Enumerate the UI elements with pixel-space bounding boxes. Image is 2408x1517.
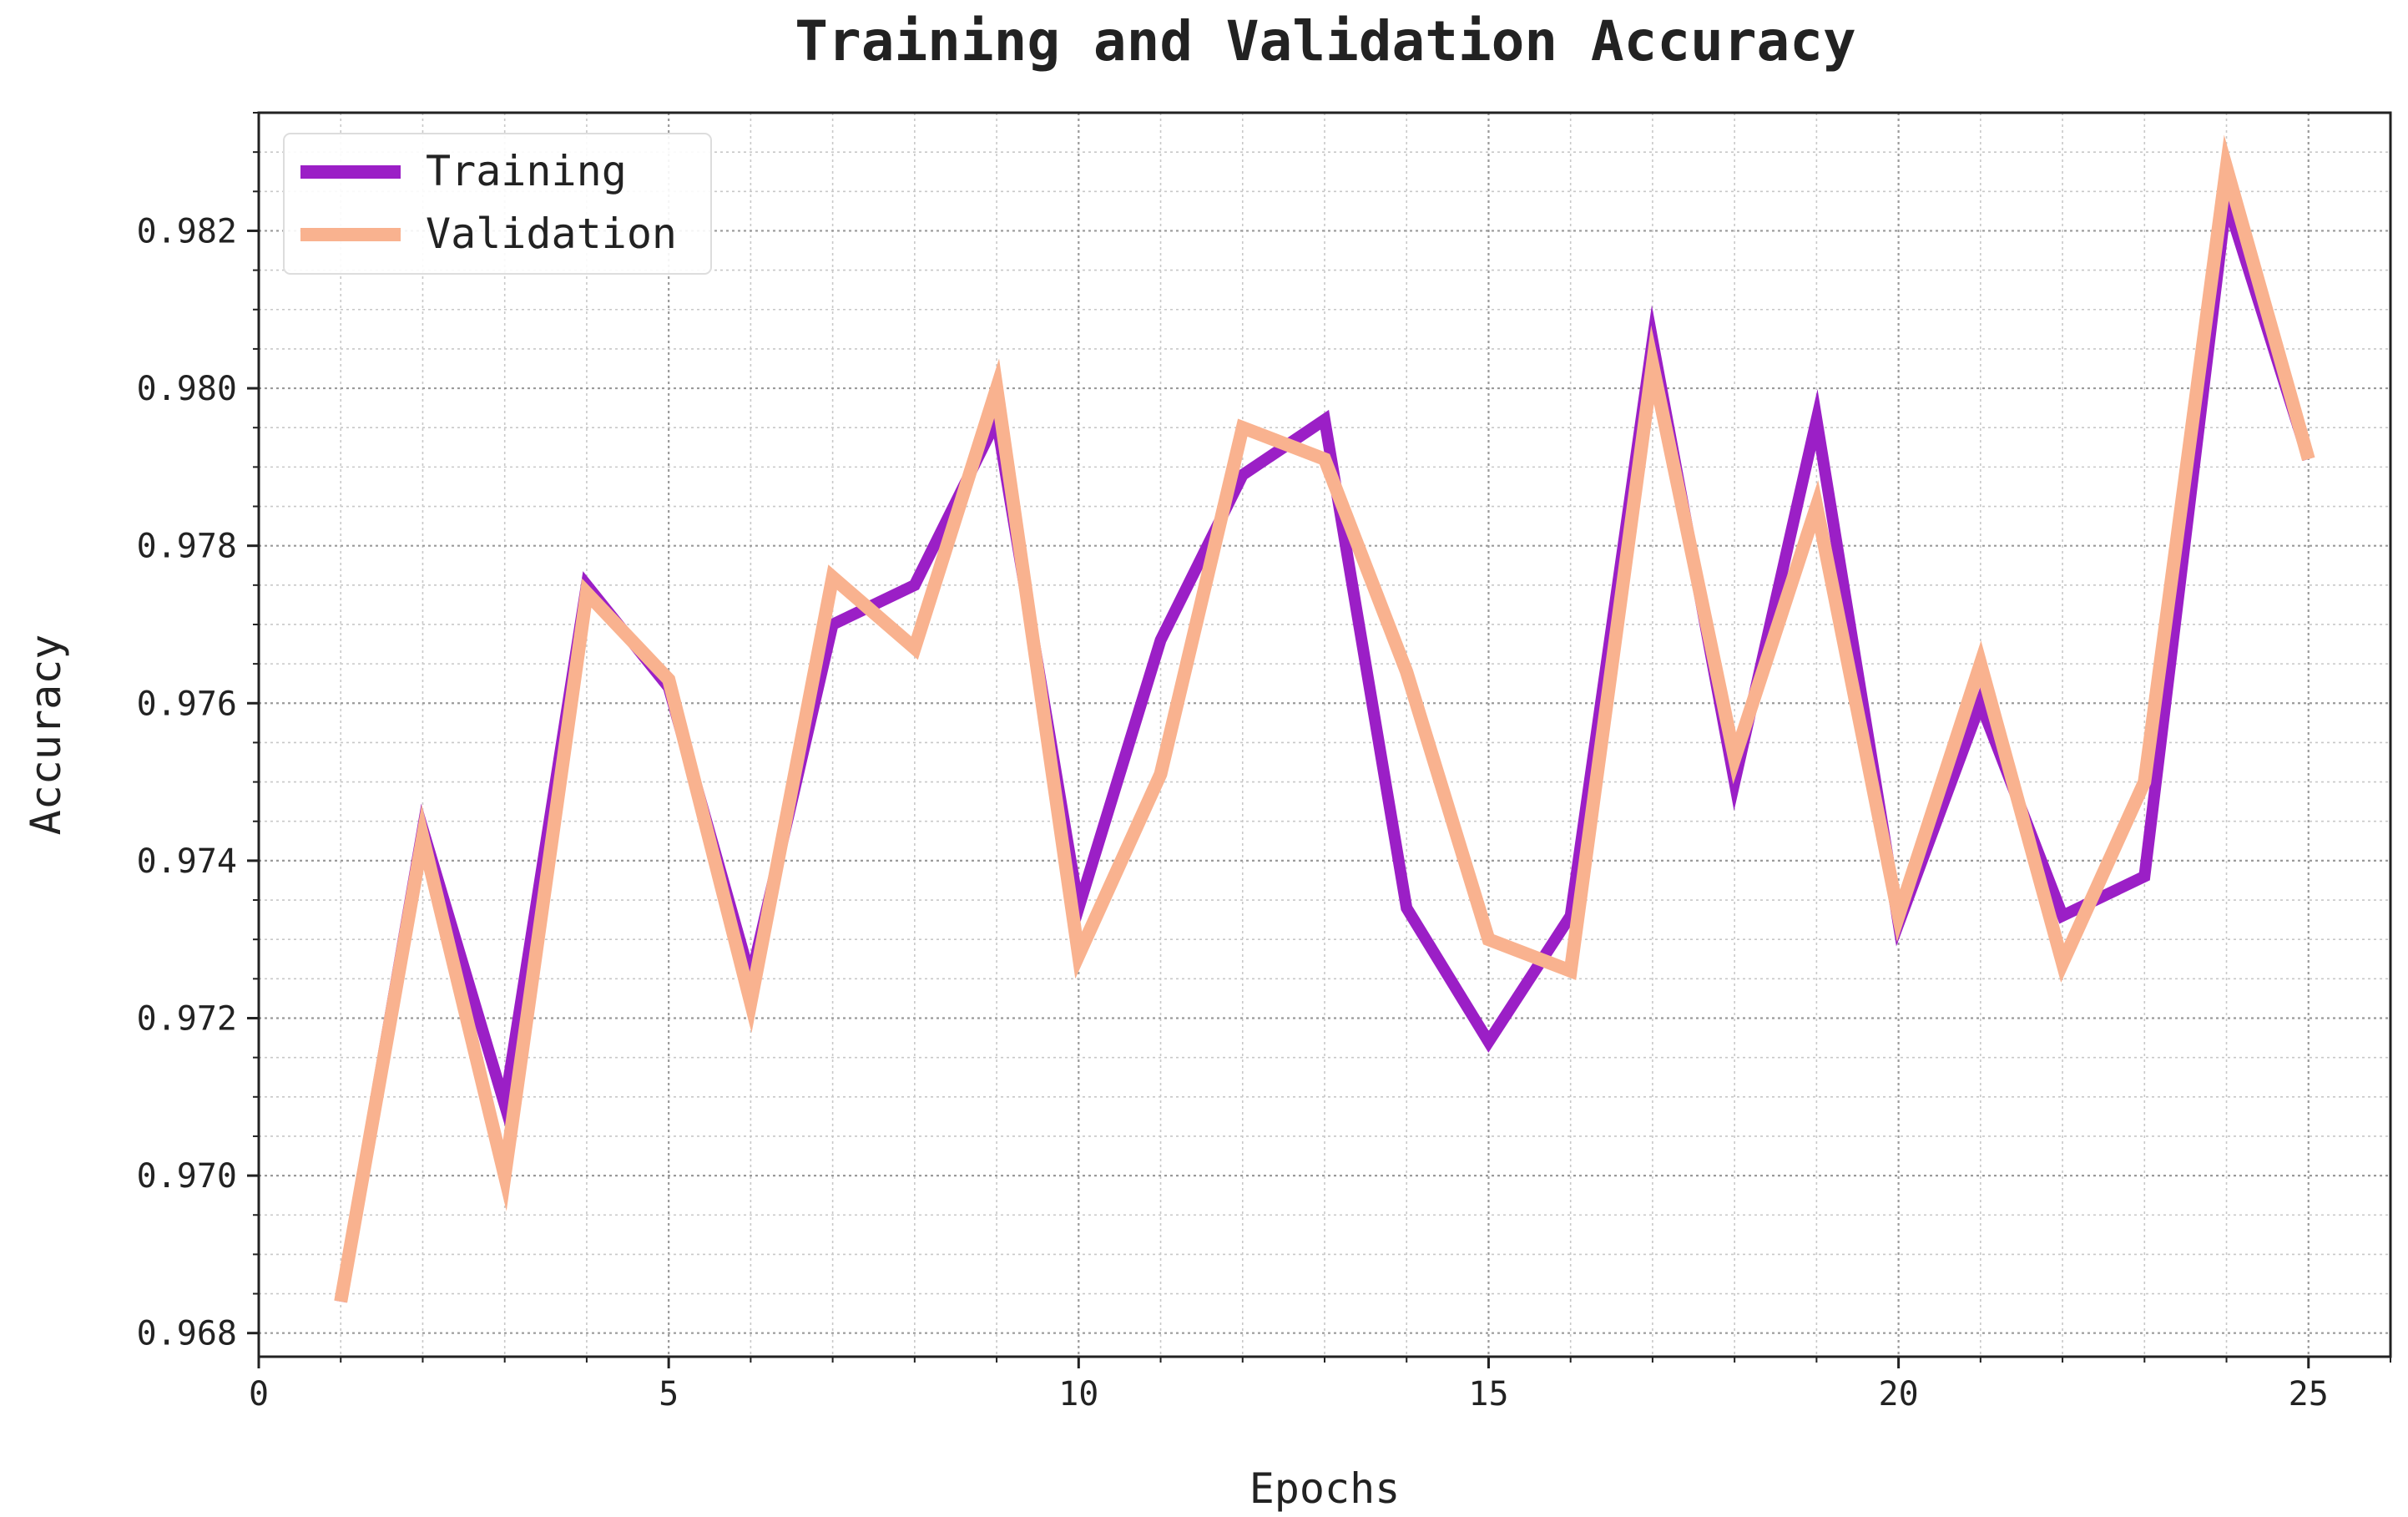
ticks-layer: 0 5 10 15 20 25 0.968 0.970 0.972 0.974 0.976 0.978… [137,112,2391,1413]
data-point-validation [1570,970,1572,972]
series-line-validation [334,134,2315,1303]
data-point-validation [422,837,423,838]
legend-validation-label: Validation [426,210,677,258]
data-point-validation [1078,954,1079,956]
data-point-validation [1652,364,1653,366]
data-point-validation [2226,167,2228,169]
y-tick-label: 0.974 [137,842,237,881]
x-tick-label: 15 [1468,1375,1508,1413]
data-point-validation [1487,938,1489,940]
legend: Training Validation [283,133,712,275]
data-point-validation [2062,962,2063,963]
series-layer [334,134,2315,1303]
y-tick-label: 0.972 [137,999,237,1038]
data-point-validation [832,576,834,578]
data-point-validation [1406,671,1407,673]
data-point-training [2062,915,2063,917]
data-point-validation [1980,663,1981,665]
data-point-validation [1160,773,1162,775]
y-tick-label: 0.968 [137,1315,237,1353]
data-point-validation [996,387,997,389]
y-tick-label: 0.980 [137,370,237,408]
data-point-validation [340,1301,341,1302]
x-tick-label: 20 [1879,1375,1919,1413]
data-point-training [504,1104,506,1105]
data-point-training [832,624,834,625]
data-point-training [1242,474,1244,476]
x-tick-label: 25 [2289,1375,2329,1413]
data-point-validation [750,1002,751,1004]
data-point-training [914,584,916,586]
data-point-validation [1324,458,1325,460]
data-point-training [1487,1041,1489,1043]
y-tick-label: 0.978 [137,528,237,566]
data-point-validation [1242,427,1244,428]
legend-training-label: Training [426,147,627,195]
data-point-validation [1898,915,1900,917]
data-point-training [1160,640,1162,641]
x-tick-label: 5 [659,1375,679,1413]
data-point-validation [586,592,588,594]
y-tick-label: 0.982 [137,212,237,250]
data-point-training [2143,876,2145,877]
data-point-validation [2308,458,2310,460]
data-point-validation [1734,757,1735,759]
data-point-validation [668,679,669,680]
y-tick-label: 0.970 [137,1157,237,1196]
data-point-validation [1815,506,1817,508]
data-point-training [1570,915,1572,917]
x-tick-label: 10 [1058,1375,1098,1413]
data-point-training [1406,907,1407,908]
data-point-validation [2143,781,2145,783]
grid-layer [257,112,2391,1357]
x-axis-label: Epochs [1249,1464,1401,1513]
data-point-training [1324,419,1325,421]
y-tick-label: 0.976 [137,685,237,723]
data-point-validation [504,1175,506,1176]
x-tick-label: 0 [249,1375,269,1413]
chart-title: Training and Validation Accuracy [795,9,1856,73]
data-point-training [1980,702,1981,704]
data-point-validation [914,647,916,649]
data-point-training [1815,419,1817,421]
y-axis-label: Accuracy [22,635,70,836]
